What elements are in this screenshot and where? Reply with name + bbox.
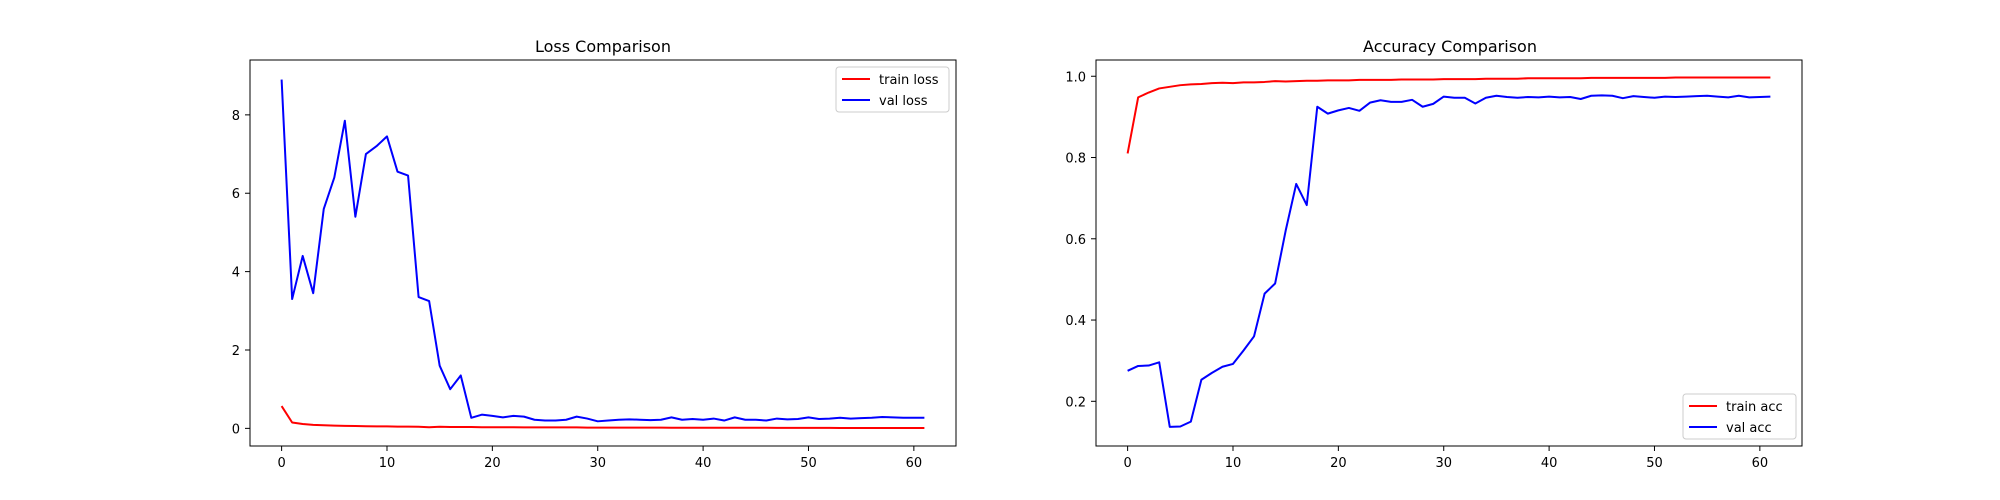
accuracy-axes-frame (1095, 59, 1803, 447)
loss-y-tick-label: 8 (232, 109, 240, 124)
legend-label-train-loss: train loss (879, 73, 939, 88)
accuracy-x-tick-label: 60 (1752, 456, 1769, 471)
loss-x-tick-label: 50 (800, 456, 817, 471)
loss-axes-frame (249, 59, 957, 447)
accuracy-plot-area: 0 10 20 30 40 50 60 0.2 0.4 0.6 0.8 1.0 (1065, 59, 1803, 471)
loss-legend: train loss val loss (835, 66, 950, 113)
loss-x-tick-label: 60 (906, 456, 923, 471)
loss-y-tick-label: 4 (232, 266, 240, 281)
loss-series-line-train-loss (280, 405, 925, 429)
accuracy-chart: Accuracy Comparison 0 10 20 30 40 50 600.20.40… (1065, 37, 1803, 471)
accuracy-y-tick-label: 0.4 (1065, 314, 1086, 329)
loss-x-tick-label: 30 (589, 456, 606, 471)
accuracy-y-tick-label: 0.2 (1065, 395, 1086, 410)
loss-x-tick-label: 10 (379, 456, 396, 471)
accuracy-legend: train acc val acc (1682, 393, 1797, 440)
accuracy-y-tick-label: 0.8 (1065, 152, 1086, 167)
legend-label-val-acc: val acc (1726, 421, 1772, 436)
loss-y-tick-label: 2 (232, 344, 240, 359)
accuracy-chart-title: Accuracy Comparison (1363, 37, 1537, 56)
accuracy-x-tick-label: 0 (1123, 456, 1131, 471)
loss-series-line-val-loss (280, 79, 925, 423)
accuracy-x-tick-label: 30 (1435, 456, 1452, 471)
loss-chart-title: Loss Comparison (535, 37, 671, 56)
accuracy-series-line-train-acc (1126, 76, 1771, 154)
legend-label-train-acc: train acc (1726, 400, 1783, 415)
accuracy-x-tick-label: 20 (1330, 456, 1347, 471)
loss-x-tick-label: 0 (277, 456, 285, 471)
legend-label-val-loss: val loss (879, 94, 928, 109)
loss-x-tick-label: 20 (484, 456, 501, 471)
loss-y-tick-label: 6 (232, 187, 240, 202)
accuracy-series-line-val-acc (1127, 94, 1771, 428)
loss-chart: Loss Comparison 0 10 20 30 40 50 60 0 2 4 6 8 train… (232, 37, 957, 471)
accuracy-x-tick-label: 40 (1541, 456, 1558, 471)
accuracy-y-tick-label: 1.0 (1065, 70, 1086, 85)
accuracy-x-tick-label: 10 (1225, 456, 1242, 471)
loss-plot-area: 0 10 20 30 40 50 60 0 2 4 6 8 (232, 59, 957, 471)
accuracy-x-tick-label: 50 (1646, 456, 1663, 471)
loss-x-tick-label: 40 (695, 456, 712, 471)
loss-y-tick-label: 0 (232, 422, 240, 437)
accuracy-y-tick-label: 0.6 (1065, 233, 1086, 248)
